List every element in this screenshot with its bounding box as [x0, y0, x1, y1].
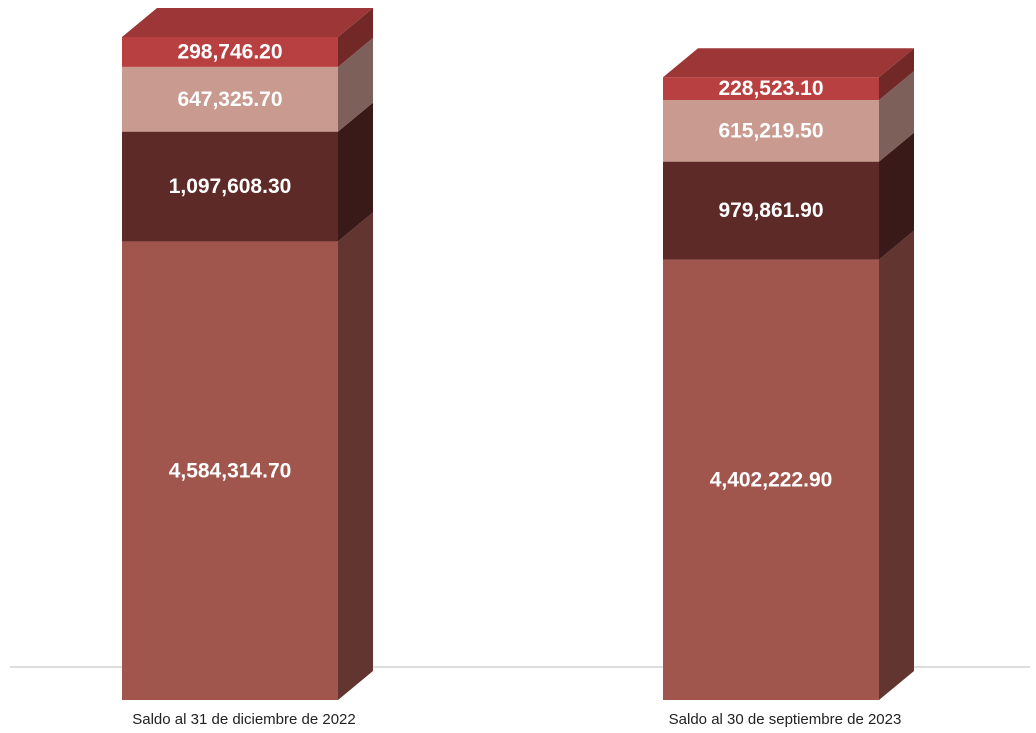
bar-top	[663, 48, 914, 78]
bar-side	[879, 48, 914, 101]
value-label: 615,219.50	[718, 119, 823, 142]
bar	[122, 37, 338, 67]
bar-side	[338, 102, 373, 242]
bar	[663, 77, 879, 101]
bar-side	[338, 212, 373, 700]
x-tick-label: Saldo al 30 de septiembre de 2023	[669, 711, 902, 728]
bar-side	[879, 230, 914, 700]
bar	[663, 161, 879, 260]
bar	[122, 241, 338, 700]
value-label: 1,097,608.30	[169, 175, 292, 198]
value-label: 4,402,222.90	[710, 468, 833, 491]
value-label: 979,861.90	[718, 199, 823, 222]
bar-top	[122, 8, 373, 37]
bar	[122, 131, 338, 242]
bar-side	[338, 37, 373, 132]
value-label: 647,325.70	[177, 88, 282, 111]
value-label: 298,746.20	[177, 40, 282, 63]
value-label: 4,584,314.70	[169, 459, 292, 482]
bar-side	[338, 8, 373, 67]
bar	[122, 66, 338, 132]
bar-side	[879, 132, 914, 260]
x-tick-label: Saldo al 31 de diciembre de 2022	[132, 711, 356, 728]
value-label: 228,523.10	[718, 77, 823, 100]
bar-side	[879, 71, 914, 162]
bar	[663, 259, 879, 700]
bar	[663, 100, 879, 162]
